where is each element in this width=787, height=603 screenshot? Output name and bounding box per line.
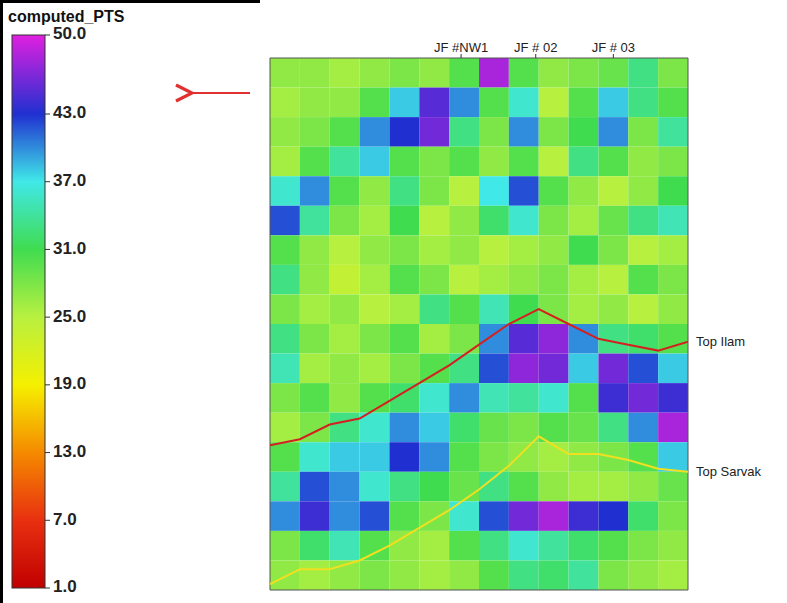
svg-text:computed_PTS: computed_PTS xyxy=(8,8,125,25)
svg-text:JF # 03: JF # 03 xyxy=(592,40,635,55)
svg-text:7.0: 7.0 xyxy=(53,510,77,529)
svg-text:JF # 02: JF # 02 xyxy=(514,40,557,55)
svg-text:19.0: 19.0 xyxy=(53,374,86,393)
svg-text:31.0: 31.0 xyxy=(53,239,86,258)
svg-text:13.0: 13.0 xyxy=(53,442,86,461)
svg-text:1.0: 1.0 xyxy=(53,577,77,596)
svg-text:Top Sarvak: Top Sarvak xyxy=(696,464,762,479)
svg-text:Top Ilam: Top Ilam xyxy=(696,334,745,349)
svg-text:25.0: 25.0 xyxy=(53,307,86,326)
svg-text:37.0: 37.0 xyxy=(53,171,86,190)
svg-text:JF #NW1: JF #NW1 xyxy=(434,40,488,55)
svg-text:50.0: 50.0 xyxy=(53,24,86,43)
svg-text:43.0: 43.0 xyxy=(53,103,86,122)
